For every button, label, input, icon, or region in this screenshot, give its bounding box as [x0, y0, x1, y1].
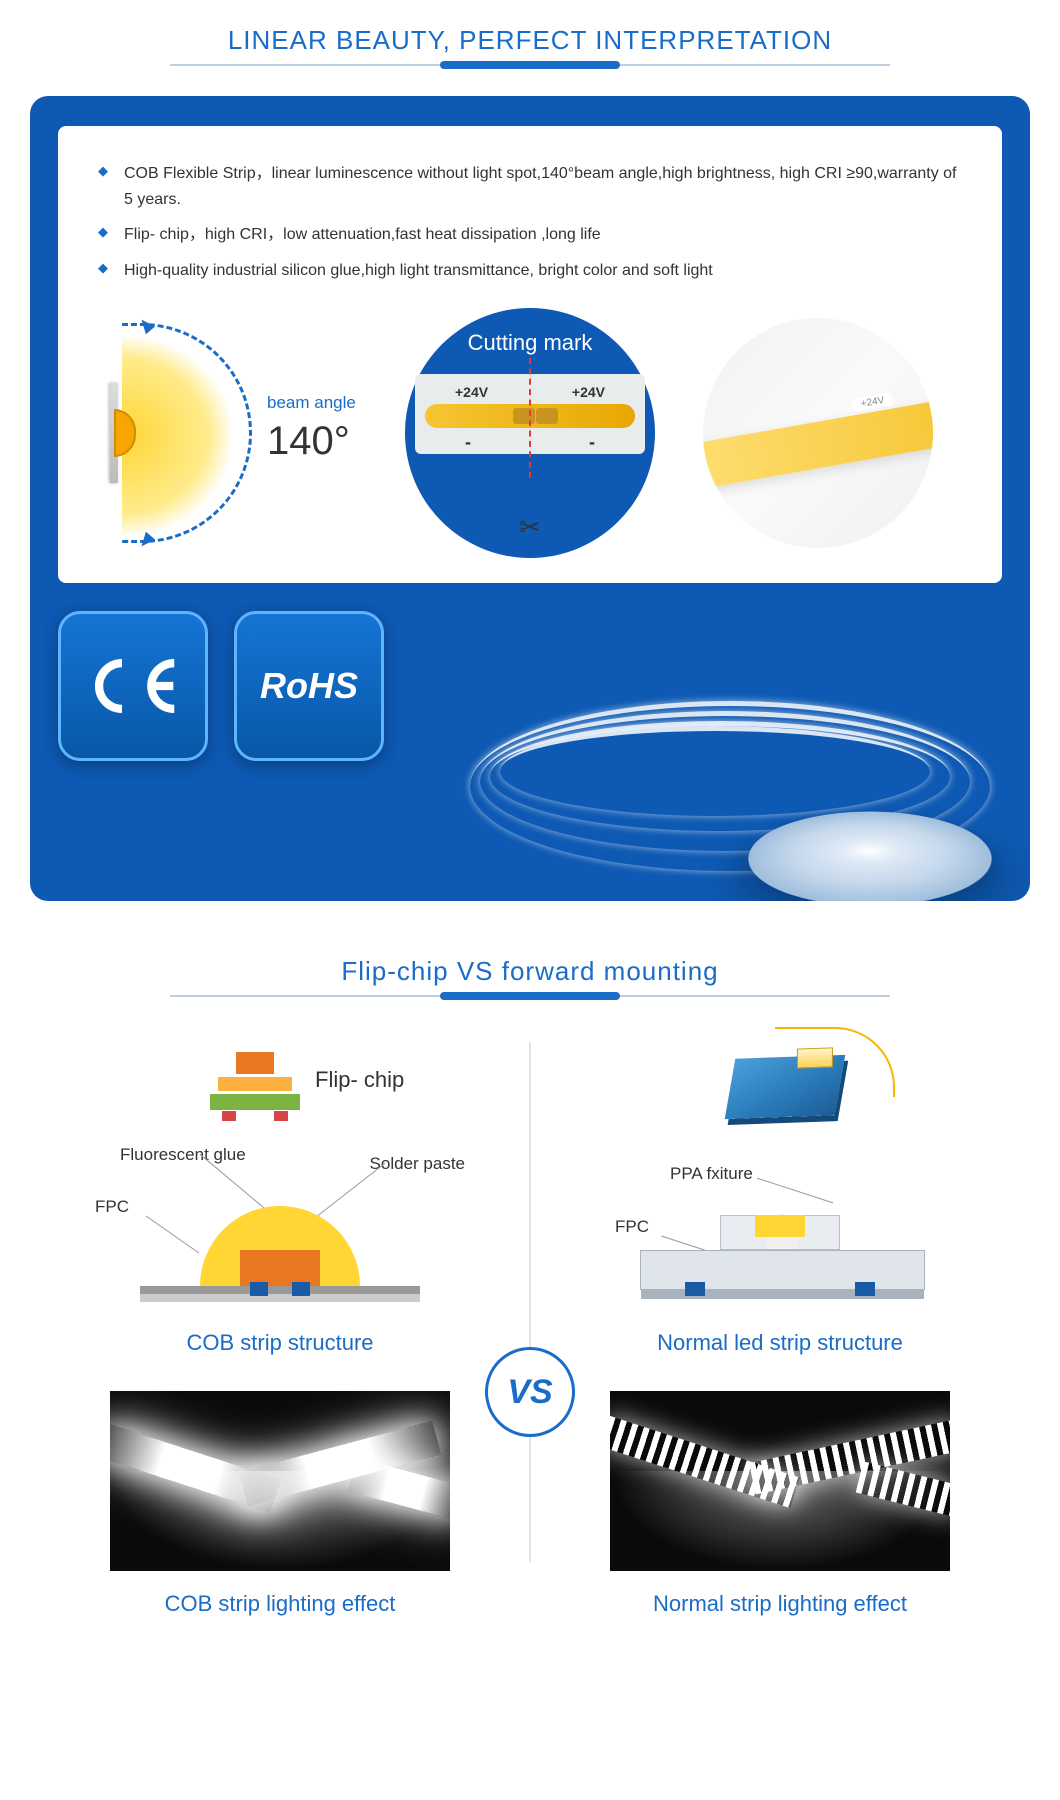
cob-column: Flip- chip Fluorescent glue Solder paste…	[30, 1042, 530, 1652]
cob-effect-title: COB strip lighting effect	[165, 1591, 396, 1617]
rohs-badge: RoHS	[234, 611, 384, 761]
fpc-label: FPC	[95, 1197, 129, 1217]
title-underline	[170, 995, 890, 997]
vs-divider	[530, 1042, 531, 1562]
normal-effect-photo	[610, 1391, 950, 1571]
comparison-section: VS Flip- chip Fluorescent glue Solder pa…	[30, 1042, 1030, 1652]
cutting-title: Cutting mark	[468, 330, 593, 356]
section-title-2: Flip-chip VS forward mounting	[0, 956, 1060, 987]
ce-badge	[58, 611, 208, 761]
scissors-icon: ✂	[519, 512, 541, 543]
feature-bullets: COB Flexible Strip，linear luminescence w…	[98, 161, 962, 283]
normal-structure-title: Normal led strip structure	[657, 1330, 903, 1356]
polarity-label: -	[589, 432, 595, 453]
polarity-label: -	[465, 432, 471, 453]
cob-effect-photo	[110, 1391, 450, 1571]
voltage-label: +24V	[455, 384, 488, 400]
fluorescent-label: Fluorescent glue	[120, 1145, 246, 1165]
bullet-item: COB Flexible Strip，linear luminescence w…	[98, 161, 962, 212]
beam-angle-diagram: beam angle 140°	[98, 323, 386, 543]
certification-badges: RoHS	[58, 611, 1002, 761]
product-photo	[674, 318, 962, 548]
title-underline	[170, 64, 890, 66]
section-title-1: LINEAR BEAUTY, PERFECT INTERPRETATION	[0, 25, 1060, 56]
cob-structure-diagram: Flip- chip Fluorescent glue Solder paste…	[90, 1042, 470, 1312]
vs-circle: VS	[485, 1347, 575, 1437]
voltage-label: +24V	[572, 384, 605, 400]
normal-effect-title: Normal strip lighting effect	[653, 1591, 907, 1617]
feature-card: COB Flexible Strip，linear luminescence w…	[58, 126, 1002, 583]
vs-text: VS	[507, 1373, 552, 1412]
beam-label: beam angle	[267, 393, 356, 413]
beam-value: 140°	[267, 419, 356, 464]
cutting-mark-diagram: Cutting mark +24V +24V - - ✂	[386, 308, 674, 558]
normal-column: PPA fxiture FPC Normal led strip structu…	[530, 1042, 1030, 1652]
bullet-item: Flip- chip，high CRI，low attenuation,fast…	[98, 222, 962, 248]
diagrams-row: beam angle 140° Cutting mark +24V +24V	[98, 308, 962, 558]
normal-structure-diagram: PPA fxiture FPC	[590, 1042, 970, 1312]
ppa-label: PPA fxiture	[670, 1164, 753, 1184]
fpc-label-right: FPC	[615, 1217, 649, 1237]
flip-chip-label: Flip- chip	[315, 1067, 404, 1093]
cob-structure-title: COB strip structure	[186, 1330, 373, 1356]
feature-panel: COB Flexible Strip，linear luminescence w…	[30, 96, 1030, 901]
bullet-item: High-quality industrial silicon glue,hig…	[98, 258, 962, 284]
rohs-text: RoHS	[260, 665, 358, 707]
